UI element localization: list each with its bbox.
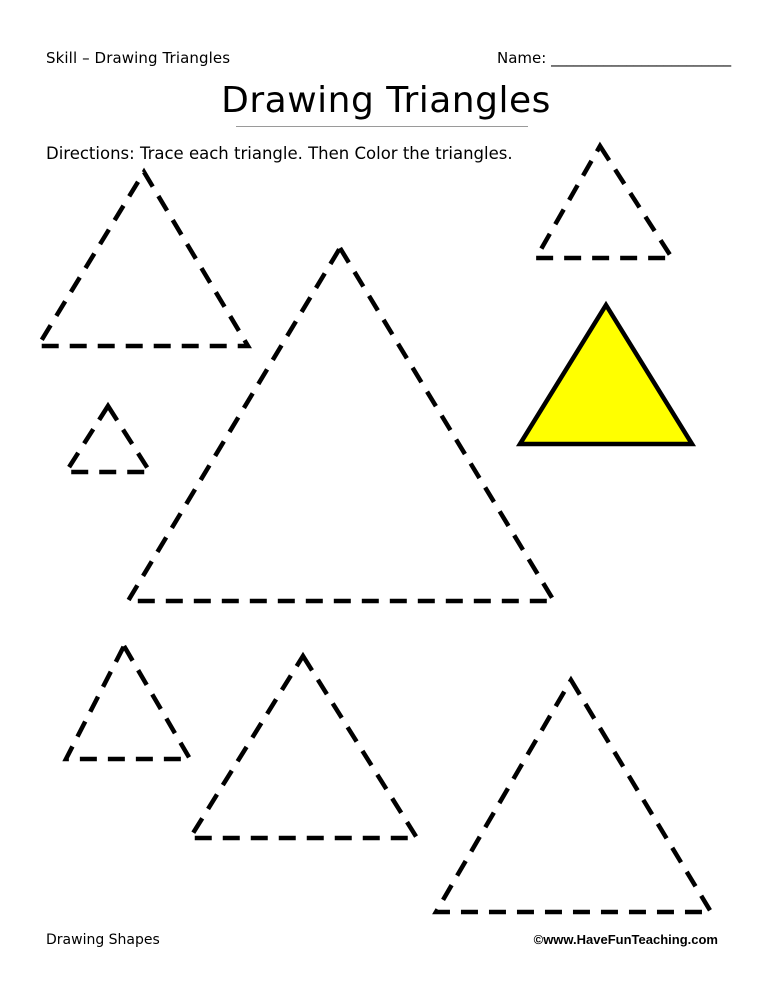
- dashed-triangle-bottom-middle: [185, 651, 422, 841]
- dashed-triangle-bottom-left: [62, 641, 194, 762]
- dashed-triangle-bottom-right: [432, 675, 715, 915]
- footer-copyright: ©www.HaveFunTeaching.com: [533, 932, 718, 947]
- name-label: Name:: [497, 49, 547, 67]
- page-title: Drawing Triangles: [221, 80, 551, 121]
- dashed-triangle-large-left: [33, 167, 252, 349]
- skill-label: Skill – Drawing Triangles: [46, 49, 231, 67]
- dashed-triangle-upper-right: [532, 141, 677, 261]
- title-underline: [236, 126, 528, 127]
- dashed-triangle-tiny: [61, 401, 155, 475]
- directions-text: Directions: Trace each triangle. Then Co…: [46, 144, 513, 163]
- example-filled-triangle: [515, 300, 697, 447]
- name-blank-line: ________________________: [551, 49, 732, 67]
- name-field: Name: ________________________: [497, 49, 731, 67]
- footer-category: Drawing Shapes: [46, 932, 160, 948]
- dashed-triangle-big-center: [124, 243, 558, 604]
